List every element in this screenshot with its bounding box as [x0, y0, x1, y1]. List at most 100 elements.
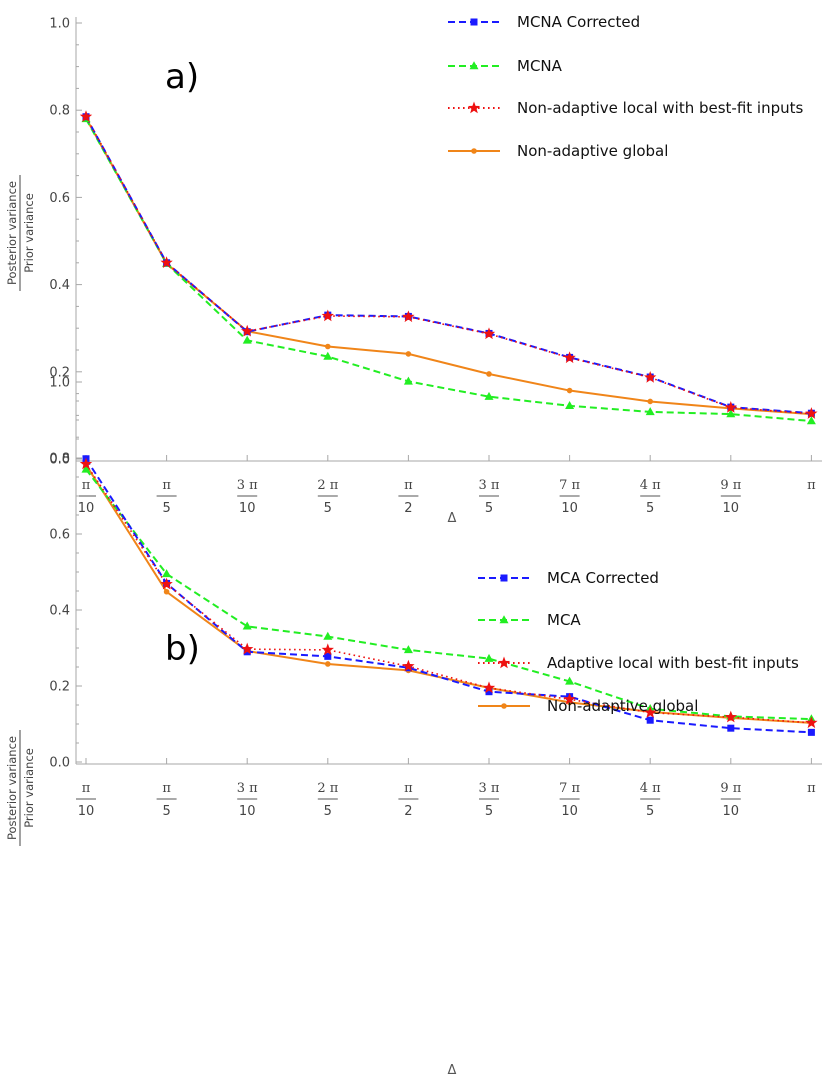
- legend-swatch-marker: [500, 574, 508, 582]
- chart-panel-b: 0.0 0.2 0.4 0.6 0.8 1.0 π 10 π 5 3 π 10 2 π 5 π 2 3 π 5 7 …: [5, 376, 822, 1078]
- legend-swatch-marker: [497, 656, 511, 669]
- data-point: [724, 710, 737, 723]
- data-point: [405, 351, 412, 357]
- data-point: [724, 401, 737, 413]
- legend-label: MCNA: [517, 57, 563, 75]
- y-tick-label: 0.2: [49, 680, 70, 695]
- legend-label: MCA: [547, 611, 581, 629]
- x-tick-numerator: 7 π: [559, 478, 580, 493]
- data-point: [644, 370, 657, 383]
- data-point: [647, 398, 653, 405]
- legend-entry: Non-adaptive local with best-fit inputs: [448, 99, 804, 117]
- x-tick-denominator: 10: [78, 501, 95, 516]
- y-tick-label: 0.4: [49, 604, 70, 619]
- y-axis-title-numerator: Posterior variance: [5, 181, 19, 285]
- data-point: [565, 401, 575, 410]
- x-tick-denominator: 2: [404, 501, 412, 516]
- x-tick-numerator: 9 π: [720, 781, 741, 796]
- x-tick-denominator: 5: [324, 804, 332, 819]
- series-line-mcna-corrected: [85, 116, 812, 415]
- x-axis-title: Δ: [448, 1063, 457, 1078]
- data-point: [566, 387, 573, 394]
- data-point: [321, 643, 334, 656]
- legend-label: Non-adaptive local with best-fit inputs: [517, 99, 804, 117]
- data-point: [807, 728, 815, 736]
- x-tick-denominator: 10: [723, 804, 740, 819]
- legend-entry: MCA: [478, 611, 581, 629]
- data-point: [563, 351, 576, 364]
- x-tick-numerator: π: [82, 781, 91, 796]
- x-tick-numerator: 3 π: [479, 478, 500, 493]
- data-point: [563, 692, 576, 705]
- x-tick-denominator: 5: [324, 501, 332, 516]
- y-tick-label: 0.6: [49, 528, 70, 543]
- legend-entry: Adaptive local with best-fit inputs: [478, 654, 799, 672]
- data-point: [160, 577, 173, 590]
- legend-entry: MCNA Corrected: [448, 13, 640, 31]
- x-axis-title: Δ: [448, 511, 457, 526]
- data-point: [81, 464, 91, 473]
- legend-swatch-marker: [501, 703, 507, 709]
- y-tick-label: 0.8: [49, 452, 70, 467]
- data-point: [242, 621, 252, 630]
- x-tick-numerator: 3 π: [479, 781, 500, 796]
- x-tick-numerator: 2 π: [317, 781, 338, 796]
- legend-entry: Non-adaptive global: [448, 142, 668, 160]
- data-point: [485, 688, 493, 696]
- x-tick-numerator: 2 π: [317, 478, 338, 493]
- data-point: [162, 569, 172, 578]
- data-point: [403, 645, 413, 654]
- x-tick-numerator: π: [404, 478, 413, 493]
- x-tick-numerator: π: [162, 781, 171, 796]
- x-tick-label: π: [807, 781, 816, 796]
- data-point: [484, 391, 494, 400]
- x-tick-denominator: 10: [239, 804, 256, 819]
- data-point: [486, 371, 492, 377]
- legend-entry: MCNA: [448, 57, 563, 75]
- legend-label: Adaptive local with best-fit inputs: [547, 654, 799, 672]
- data-point: [644, 706, 657, 718]
- data-point: [727, 724, 735, 732]
- legend-swatch-marker: [471, 148, 477, 154]
- data-point: [79, 457, 93, 470]
- data-point: [160, 256, 173, 269]
- data-point: [325, 343, 331, 350]
- panel-label: b): [165, 629, 200, 669]
- y-tick-label: 0.4: [49, 278, 70, 293]
- x-tick-numerator: π: [82, 478, 91, 493]
- y-axis-title: Posterior variance Prior variance: [5, 730, 36, 846]
- data-point: [646, 716, 654, 724]
- x-tick-label: π: [807, 478, 816, 493]
- data-point: [242, 335, 252, 344]
- x-tick-numerator: 3 π: [237, 781, 258, 796]
- x-tick-denominator: 10: [561, 501, 578, 516]
- data-point: [805, 407, 818, 419]
- data-point: [163, 588, 170, 595]
- series-line-mca: [85, 468, 812, 721]
- y-tick-label: 0.2: [49, 365, 70, 380]
- y-tick-label: 0.8: [49, 104, 70, 119]
- data-point: [79, 110, 93, 122]
- series-line-non-adaptive-local-with-best-fit-inputs: [85, 116, 812, 415]
- data-point: [325, 661, 331, 667]
- x-tick-denominator: 5: [485, 804, 493, 819]
- legend-swatch-marker: [499, 615, 509, 624]
- data-point: [482, 327, 496, 340]
- series-line-non-adaptive-global: [85, 117, 812, 416]
- data-point: [806, 416, 816, 425]
- data-point: [565, 676, 575, 685]
- data-point: [324, 652, 332, 660]
- x-tick-denominator: 5: [646, 501, 654, 516]
- x-tick-denominator: 5: [162, 804, 170, 819]
- x-tick-denominator: 10: [239, 501, 256, 516]
- legend-entry: Non-adaptive global: [478, 697, 698, 715]
- panel-label: a): [165, 57, 199, 97]
- data-point: [484, 653, 494, 662]
- x-tick-numerator: 3 π: [237, 478, 258, 493]
- y-tick-label: 1.0: [49, 17, 70, 32]
- x-tick-denominator: 10: [78, 804, 95, 819]
- data-point: [805, 716, 818, 729]
- legend-label: MCNA Corrected: [517, 13, 640, 31]
- data-point: [482, 681, 496, 694]
